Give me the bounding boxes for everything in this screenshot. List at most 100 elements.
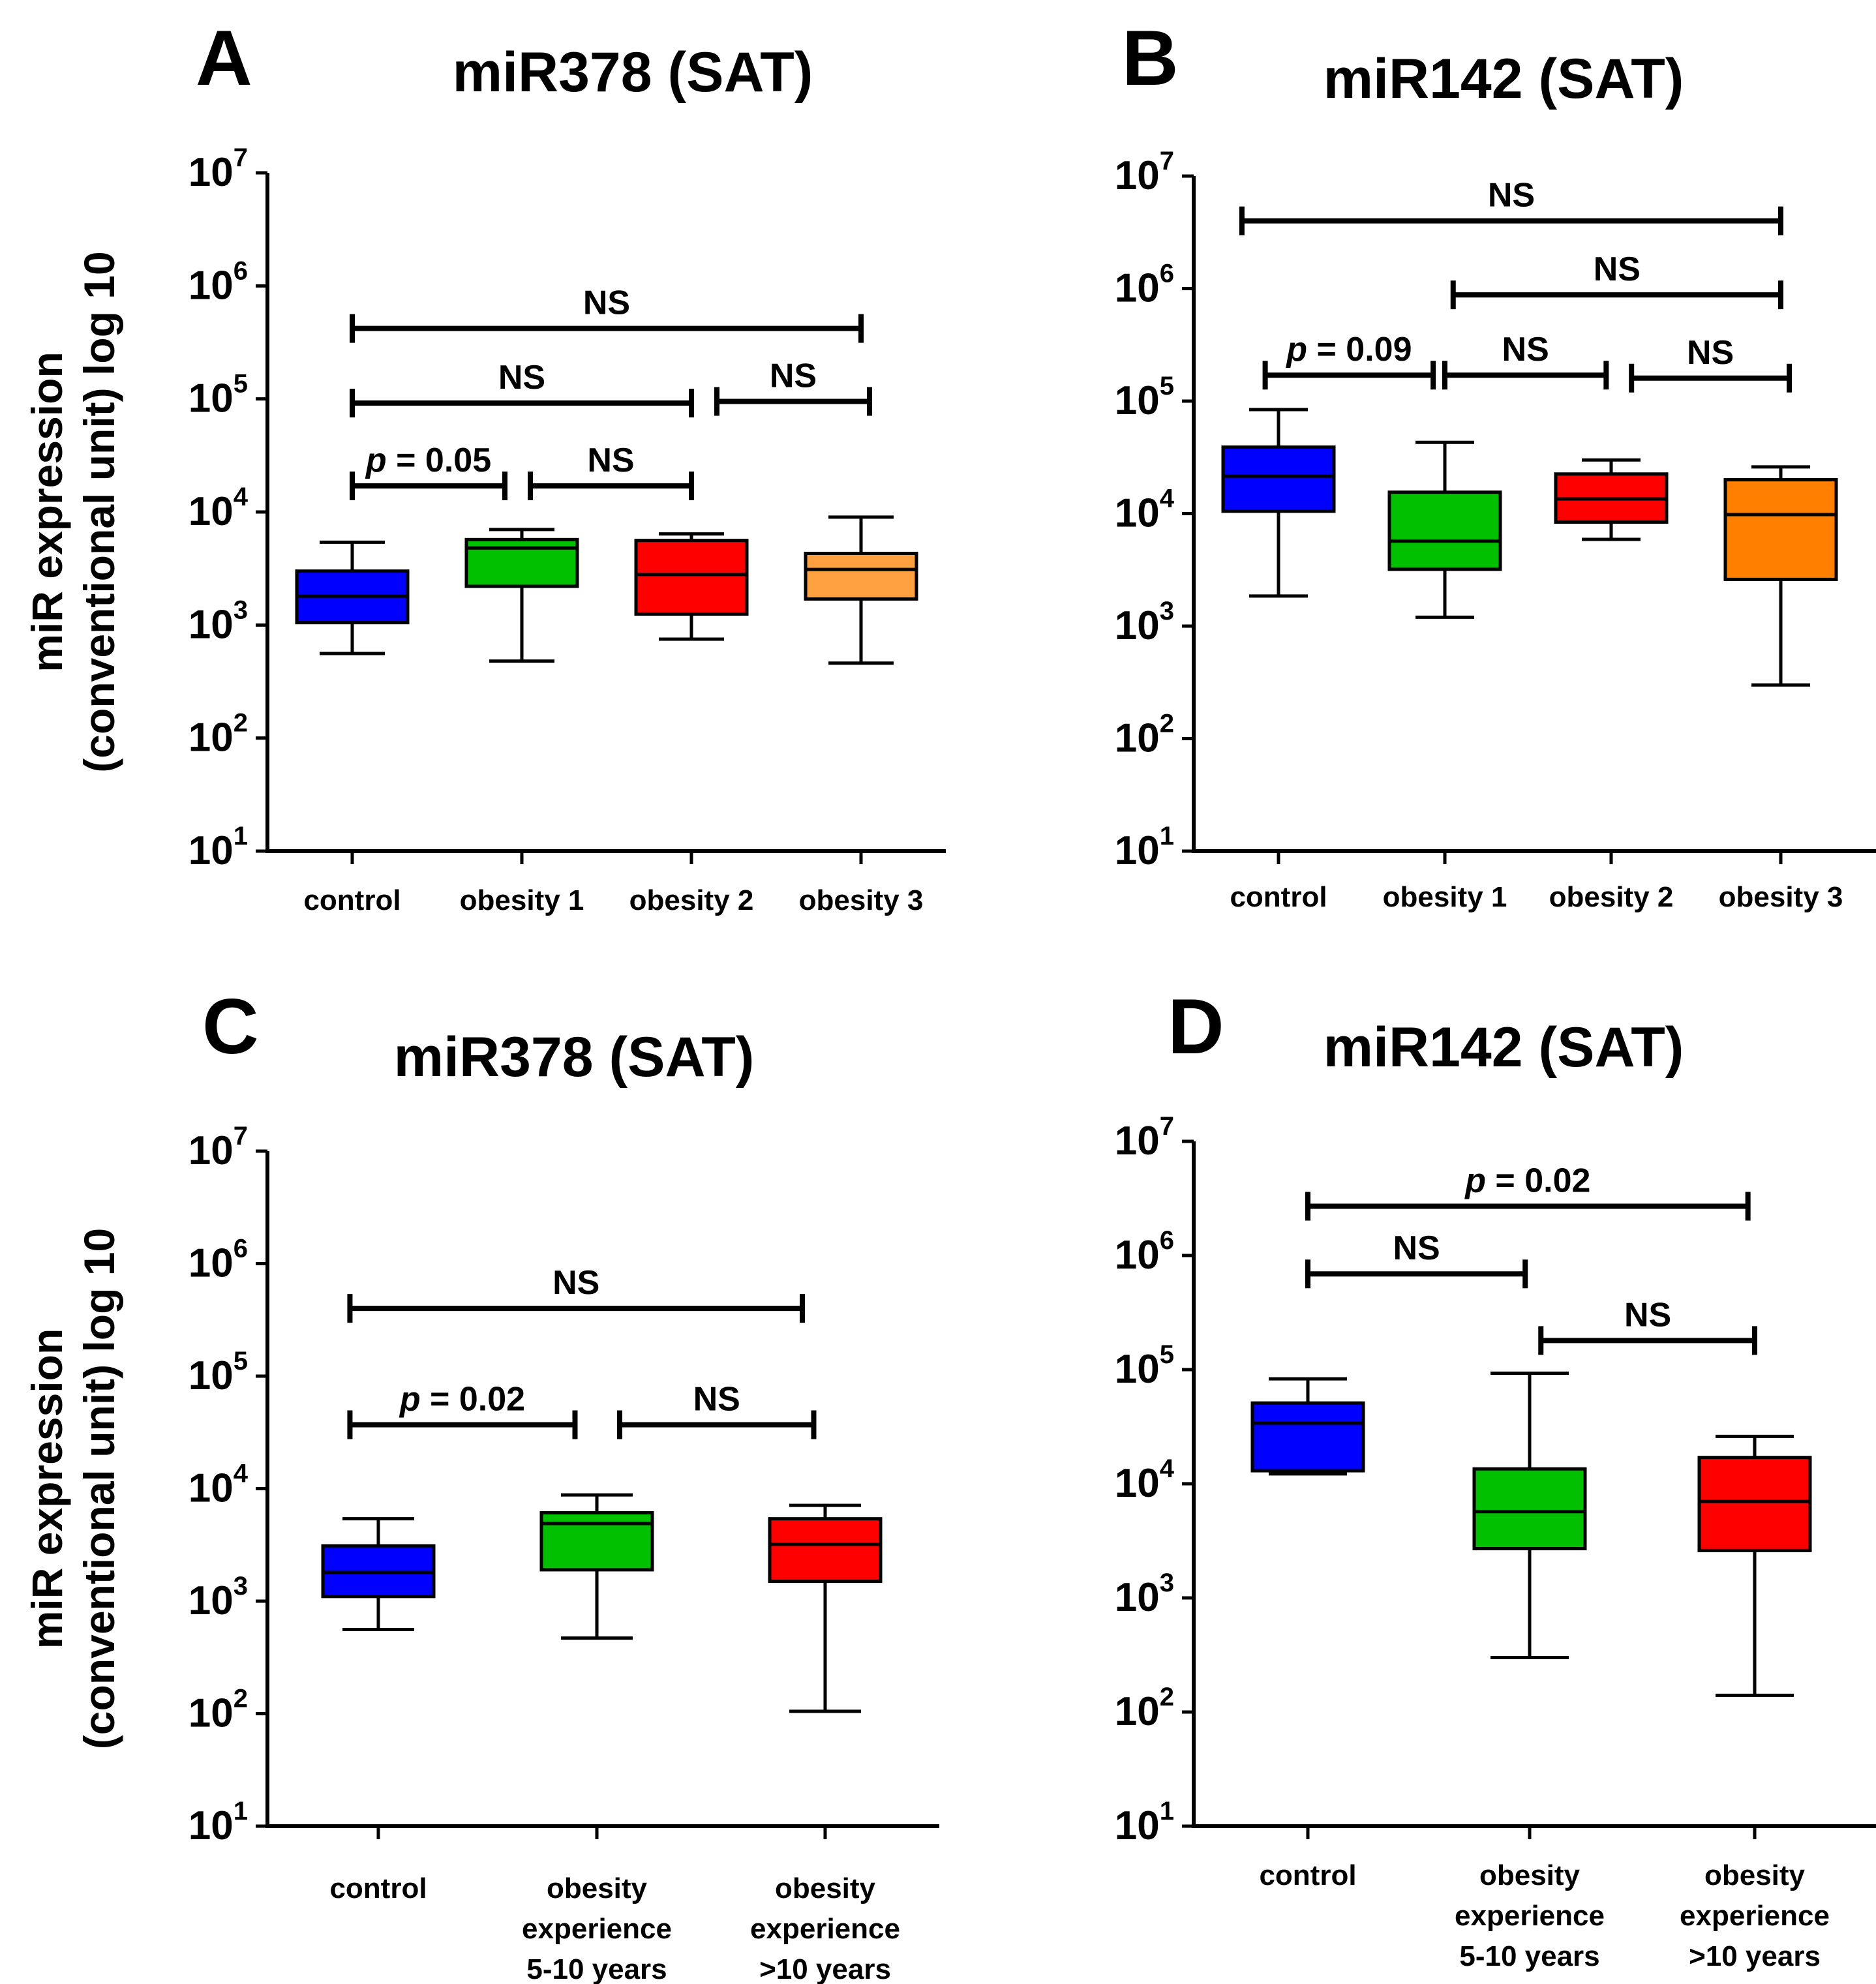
comparison-label: p = 0.02 [399,1380,525,1418]
chart-title: miR378 (SAT) [394,1026,755,1089]
comparison-bracket: p = 0.02 [347,1380,578,1439]
box-2 [539,1493,654,1640]
box-iqr [768,1517,883,1584]
x-tick-label: control [329,1872,427,1904]
comparison-label: p = 0.09 [1285,331,1412,368]
box-1 [295,540,410,655]
box-4 [1723,465,1838,687]
y-tick-label: 105 [189,1347,248,1398]
comparison-bracket: NS [714,357,872,416]
y-tick-label: 107 [189,143,248,195]
y-tick-label: 107 [1115,1112,1174,1164]
comparison-bracket: p = 0.02 [1305,1162,1751,1221]
y-tick-label: 102 [189,1685,248,1736]
box-iqr [1221,445,1336,513]
x-tick-label: obesity experience 5-10 years [522,1872,672,1984]
comparison-label: p = 0.02 [1464,1162,1590,1200]
comparison-label: NS [770,357,817,395]
panel-letter: A [196,14,252,102]
x-tick-label: obesity 1 [460,884,584,916]
comparison-label: p = 0.05 [365,442,491,479]
y-tick-label: 105 [189,370,248,421]
comparison-bracket: NS [1450,250,1783,310]
y-tick-label: 104 [1115,485,1175,536]
x-tick-label: obesity 1 [1383,881,1507,913]
y-tick-label: 101 [189,822,248,873]
y-tick-label: 106 [189,256,248,308]
box-3 [768,1503,883,1713]
box-1 [321,1517,436,1631]
y-tick-label: 101 [1115,822,1174,873]
x-tick-label: obesity experience 5-10 years [1455,1859,1605,1972]
comparison-bracket: NS [528,442,694,501]
comparison-bracket: NS [617,1380,817,1439]
box-3 [1554,458,1669,541]
x-tick-label: obesity experience >10 years [750,1872,900,1984]
comparison-label: NS [693,1380,740,1418]
comparison-bracket: NS [1538,1296,1757,1355]
chart-title: miR378 (SAT) [453,41,813,104]
panel-letter: C [202,983,259,1070]
comparison-label: NS [1594,250,1641,288]
chart-title: miR142 (SAT) [1324,1016,1684,1079]
y-tick-label: 106 [189,1235,248,1286]
y-tick-label: 102 [1115,1683,1174,1734]
y-tick-label: 102 [189,709,248,760]
y-tick-label: 103 [189,1572,248,1623]
comparison-bracket: NS [350,284,864,343]
comparison-label: NS [587,442,634,479]
y-tick-label: 105 [1115,1340,1174,1392]
x-tick-label: obesity 2 [629,884,754,916]
x-tick-label: control [1230,881,1327,913]
box-iqr [634,539,749,616]
comparison-label: NS [552,1264,599,1302]
y-axis-label: (conventional unit) log 10 [75,1228,123,1749]
comparison-label: NS [1502,331,1549,368]
x-tick-label: control [303,884,401,916]
y-tick-label: 105 [1115,372,1174,423]
y-tick-label: 104 [1115,1454,1175,1506]
comparison-label: NS [1624,1296,1671,1334]
y-axis-label: (conventional unit) log 10 [75,251,123,772]
comparison-label: NS [1488,177,1535,215]
y-tick-label: 103 [189,595,248,647]
box-4 [804,515,918,665]
box-3 [634,532,749,641]
comparison-label: NS [583,284,630,322]
y-tick-label: 103 [1115,1569,1174,1620]
box-2 [1472,1372,1587,1660]
comparison-label: NS [1393,1229,1440,1267]
y-tick-label: 104 [189,483,249,534]
box-2 [464,528,579,663]
box-3 [1697,1434,1812,1697]
comparison-bracket: NS [1305,1229,1528,1289]
y-tick-label: 106 [1115,260,1174,311]
comparison-bracket: NS [347,1264,805,1323]
box-iqr [539,1511,654,1572]
box-iqr [1697,1456,1812,1552]
comparison-label: NS [1687,334,1734,372]
y-tick-label: 107 [1115,147,1174,198]
comparison-bracket: NS [1239,177,1783,235]
box-2 [1387,440,1502,619]
box-iqr [1472,1467,1587,1551]
comparison-bracket: p = 0.09 [1262,331,1436,390]
comparison-bracket: NS [350,359,694,417]
comparison-bracket: NS [1442,331,1609,390]
y-axis-label: miR expression [23,352,71,672]
y-tick-label: 102 [1115,710,1174,761]
y-tick-label: 107 [189,1122,248,1173]
y-axis-label: miR expression [23,1329,71,1649]
box-iqr [804,552,918,601]
x-tick-label: control [1259,1859,1356,1891]
y-tick-label: 103 [1115,597,1174,648]
y-tick-label: 101 [189,1797,248,1848]
comparison-bracket: p = 0.05 [350,442,507,501]
box-iqr [1723,478,1838,581]
panel-letter: D [1168,983,1224,1070]
